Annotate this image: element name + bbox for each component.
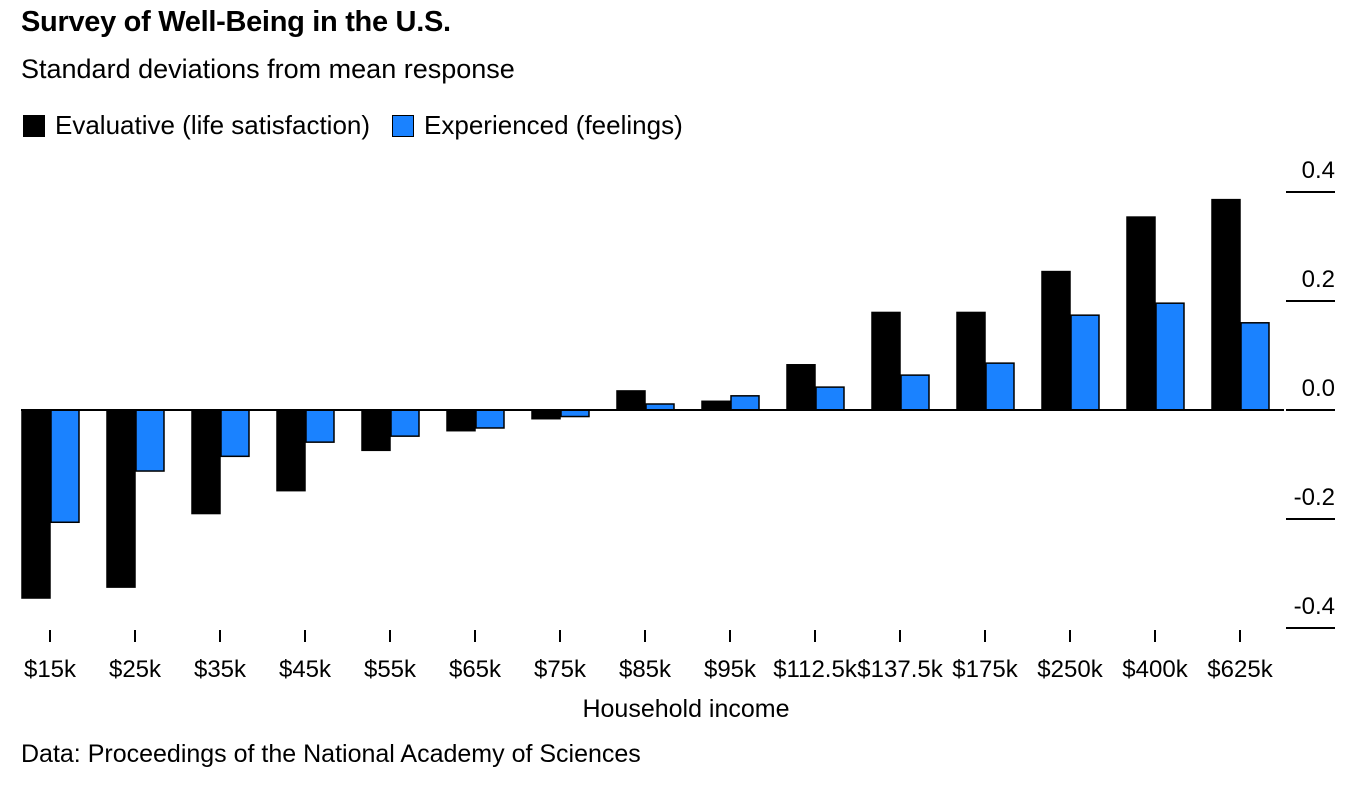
bar-experienced — [900, 374, 930, 411]
x-axis-title: Household income — [582, 695, 789, 723]
x-tick-label: $25k — [109, 656, 162, 683]
legend-item-experienced: Experienced (feelings) — [392, 110, 683, 141]
bar-experienced — [135, 409, 165, 472]
bar-experienced — [815, 386, 845, 411]
bar-experienced — [1155, 302, 1185, 411]
bar-experienced — [305, 409, 335, 443]
legend: Evaluative (life satisfaction) Experienc… — [23, 110, 705, 141]
x-tick-label: $85k — [619, 656, 672, 683]
x-tick-label: $175k — [952, 656, 1018, 683]
y-tick-label: -0.2 — [1294, 484, 1335, 511]
bar-evaluative — [1126, 216, 1156, 411]
bar-evaluative — [616, 390, 646, 411]
x-tick-label: $45k — [279, 656, 332, 683]
bar-evaluative — [446, 409, 476, 432]
bar-experienced — [50, 409, 80, 524]
bar-evaluative — [106, 409, 136, 588]
bar-evaluative — [701, 400, 731, 411]
legend-swatch-evaluative — [23, 114, 45, 137]
y-tick-label: 0.4 — [1302, 157, 1335, 184]
x-tick-label: $75k — [534, 656, 587, 683]
x-tick-label: $625k — [1207, 656, 1273, 683]
bar-experienced — [730, 395, 760, 411]
bar-evaluative — [871, 311, 901, 411]
x-tick-label: $55k — [364, 656, 417, 683]
bar-experienced — [1240, 322, 1270, 411]
x-tick-label: $95k — [704, 656, 757, 683]
bar-evaluative — [21, 409, 51, 599]
y-tick-label: -0.4 — [1294, 593, 1335, 620]
x-tick-label: $112.5k — [773, 656, 858, 683]
x-tick-label: $35k — [194, 656, 247, 683]
legend-label-experienced: Experienced (feelings) — [424, 110, 683, 140]
bar-experienced — [475, 409, 505, 429]
bar-evaluative — [276, 409, 306, 492]
bar-evaluative — [191, 409, 221, 515]
x-tick-label: $400k — [1122, 656, 1188, 683]
legend-label-evaluative: Evaluative (life satisfaction) — [55, 110, 371, 140]
chart-subtitle: Standard deviations from mean response — [21, 54, 515, 84]
x-tick-label: $250k — [1037, 656, 1103, 683]
legend-item-evaluative: Evaluative (life satisfaction) — [23, 110, 370, 141]
bar-evaluative — [1041, 270, 1071, 411]
bar-evaluative — [956, 311, 986, 411]
bar-evaluative — [531, 409, 561, 420]
x-tick-label: $15k — [24, 656, 77, 683]
y-tick-label: 0.2 — [1302, 266, 1335, 293]
x-tick-label: $137.5k — [857, 656, 943, 683]
y-tick-label: 0.0 — [1302, 375, 1335, 402]
chart-title: Survey of Well-Being in the U.S. — [21, 6, 451, 38]
x-tick-label: $65k — [449, 656, 502, 683]
legend-swatch-experienced — [392, 114, 415, 137]
bar-experienced — [985, 362, 1015, 411]
bar-experienced — [390, 409, 420, 437]
bar-evaluative — [1211, 198, 1241, 411]
source-note: Data: Proceedings of the National Academ… — [21, 740, 641, 768]
bar-experienced — [1070, 314, 1100, 411]
bar-experienced — [220, 409, 250, 458]
bar-evaluative — [361, 409, 391, 452]
bar-evaluative — [786, 364, 816, 411]
